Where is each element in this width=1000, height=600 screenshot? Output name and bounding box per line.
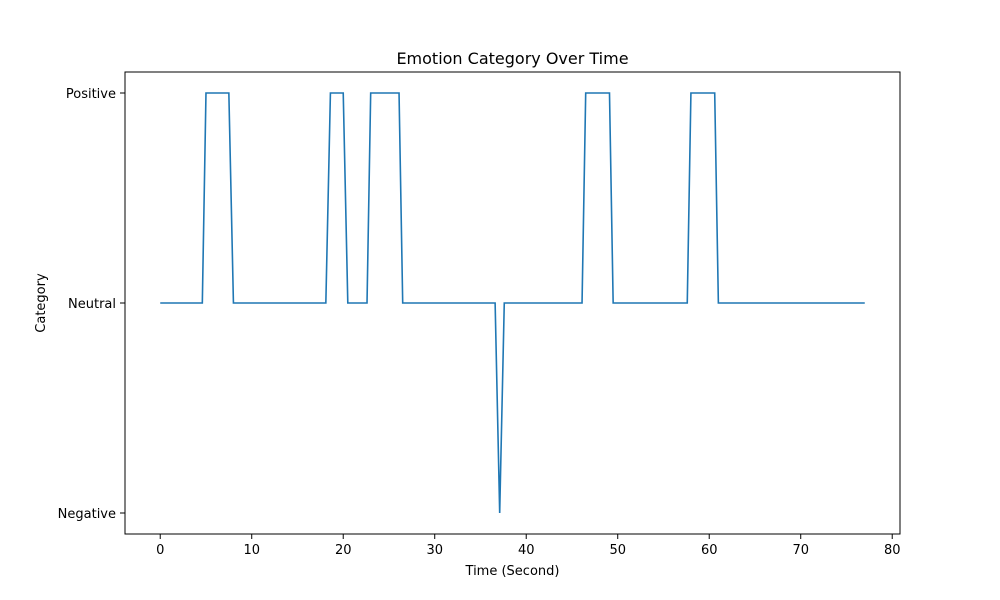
x-tick-label: 40 <box>518 543 535 558</box>
x-tick-label: 50 <box>609 543 626 558</box>
y-axis-label: Category <box>34 273 49 333</box>
series-line <box>160 92 865 514</box>
chart-title: Emotion Category Over Time <box>396 49 628 68</box>
x-tick-label: 70 <box>792 543 809 558</box>
x-axis: 0 10 20 30 40 50 60 70 80 <box>156 534 900 558</box>
x-axis-label: Time (Second) <box>465 564 560 579</box>
y-tick-label: Negative <box>58 507 116 522</box>
x-tick-label: 20 <box>335 543 352 558</box>
x-tick-label: 0 <box>156 543 164 558</box>
x-tick-label: 30 <box>426 543 443 558</box>
x-tick-label: 10 <box>243 543 260 558</box>
y-axis: Negative Neutral Positive <box>58 87 125 522</box>
y-tick-label: Positive <box>66 87 116 102</box>
x-tick-label: 60 <box>701 543 718 558</box>
plot-area <box>160 92 865 514</box>
y-tick-label: Neutral <box>68 297 116 312</box>
x-tick-label: 80 <box>884 543 901 558</box>
